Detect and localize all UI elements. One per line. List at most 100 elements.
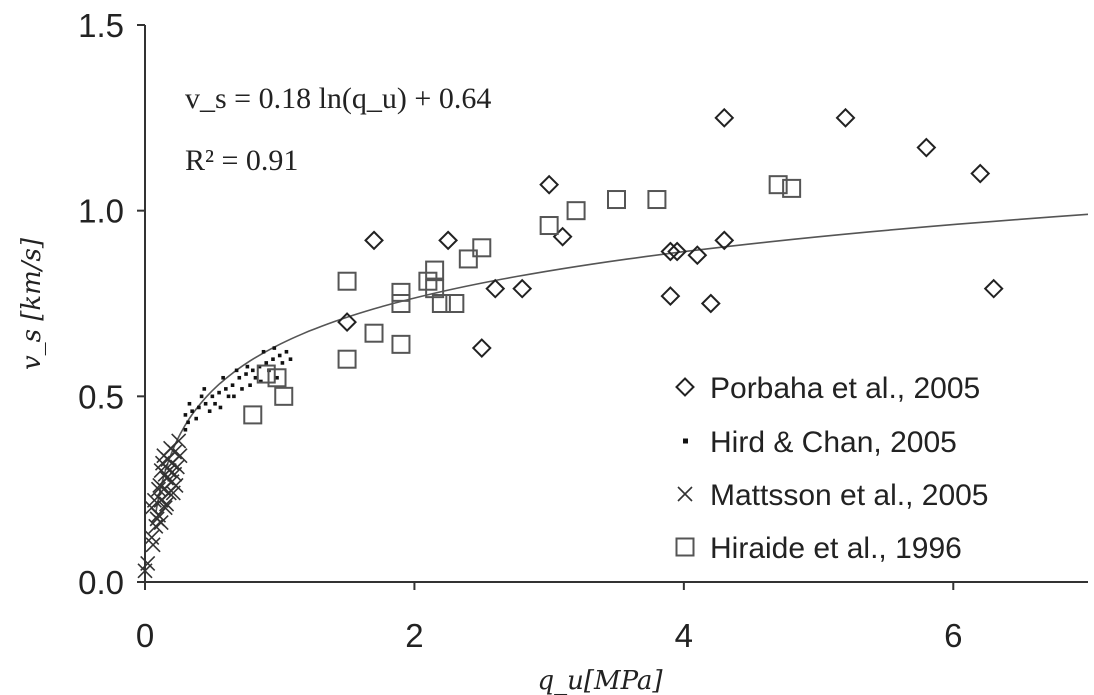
dot-point xyxy=(224,387,228,391)
dot-point xyxy=(245,364,250,369)
fit-line-group xyxy=(155,213,1089,514)
legend: Porbaha et al., 2005 Hird & Chan, 2005 Mat… xyxy=(675,372,989,565)
square-point xyxy=(472,238,492,258)
dot-point xyxy=(237,375,242,380)
square-point xyxy=(566,201,586,221)
legend-label: Hiraide et al., 1996 xyxy=(710,532,962,565)
diamond-point xyxy=(835,107,856,128)
dot-point xyxy=(250,368,255,373)
dot-point xyxy=(257,364,262,369)
diamond-point xyxy=(337,312,357,332)
legend-cross-icon xyxy=(677,486,693,502)
dot-point xyxy=(199,394,204,399)
diamond-point xyxy=(714,107,735,128)
cross-point xyxy=(140,555,156,571)
dot-point xyxy=(226,394,231,399)
diamond-point xyxy=(916,137,937,158)
x-tick-label: 2 xyxy=(405,617,423,654)
cross-point xyxy=(153,515,169,531)
square-point xyxy=(337,271,357,291)
cross-point xyxy=(165,485,181,501)
square-point xyxy=(391,282,411,302)
legend-dot-icon xyxy=(683,438,688,444)
dot-point xyxy=(217,390,221,395)
diamond-point xyxy=(687,245,708,266)
dot-point xyxy=(197,405,201,410)
x-axis-title: q_u[MPa] xyxy=(537,666,663,695)
data-marks xyxy=(137,107,1004,579)
dot-point xyxy=(234,368,239,373)
x-tick-label: 6 xyxy=(944,617,962,654)
legend-diamond-icon xyxy=(675,377,695,397)
dot-point xyxy=(210,394,215,399)
diamond-point xyxy=(700,293,721,314)
dot-point xyxy=(186,420,190,425)
cross-point xyxy=(145,537,161,553)
dot-point xyxy=(259,379,263,384)
legend-label: Hird & Chan, 2005 xyxy=(710,426,957,459)
square-point xyxy=(418,271,438,291)
dot-point xyxy=(244,372,248,376)
y-tick-label: 0.5 xyxy=(78,378,124,415)
ticks: 0 2 4 6 0.0 0.5 1.0 1.5 xyxy=(78,7,962,654)
cross-point xyxy=(157,466,173,482)
diamond-point xyxy=(667,241,688,262)
diamond-point xyxy=(364,230,384,251)
dot-point xyxy=(253,375,258,380)
square-point xyxy=(243,405,263,425)
dot-point xyxy=(277,353,282,358)
diamond-point xyxy=(471,338,492,358)
dot-point xyxy=(202,387,207,391)
square-point xyxy=(267,368,287,388)
diamond-point xyxy=(983,278,1004,299)
cross-point xyxy=(172,448,188,464)
dot-point xyxy=(207,409,212,413)
square-point xyxy=(539,216,559,236)
square-point xyxy=(768,175,788,195)
dot-point xyxy=(271,357,275,361)
dot-point xyxy=(284,349,289,354)
y-tick-label: 1.0 xyxy=(78,193,124,230)
square-point xyxy=(425,279,445,299)
legend-square-icon xyxy=(675,537,695,557)
cross-point xyxy=(156,448,172,464)
cross-point xyxy=(158,496,175,512)
diamond-point xyxy=(660,286,681,306)
dot-point xyxy=(280,361,285,365)
equation-text: v_s = 0.18 ln(q_u) + 0.64 xyxy=(185,82,491,115)
square-point xyxy=(782,178,802,198)
legend-label: Porbaha et al., 2005 xyxy=(710,372,980,405)
fit-line xyxy=(155,213,1089,514)
cross-point xyxy=(146,492,162,508)
axes xyxy=(144,25,1088,583)
dot-point xyxy=(190,409,194,413)
dot-point xyxy=(194,416,198,421)
dot-point xyxy=(232,394,236,399)
cross-point xyxy=(152,477,168,494)
dot-point xyxy=(221,375,225,380)
dot-point xyxy=(240,387,244,391)
dot-point xyxy=(203,401,208,406)
y-axis-title: v_s [km/s] xyxy=(17,237,47,370)
y-tick-label: 0.0 xyxy=(78,564,124,601)
cross-point xyxy=(157,500,173,516)
dot-point xyxy=(187,401,192,406)
square-point xyxy=(274,386,294,406)
dot-point xyxy=(183,427,188,432)
dot-point xyxy=(272,346,277,350)
square-point xyxy=(647,190,667,210)
dot-point xyxy=(275,375,279,380)
r-squared-text: R² = 0.91 xyxy=(185,144,298,177)
equation-annotation: v_s = 0.18 ln(q_u) + 0.64 R² = 0.91 xyxy=(185,82,491,177)
square-point xyxy=(337,349,357,369)
diamond-point xyxy=(438,230,459,251)
dot-point xyxy=(218,405,223,410)
diamond-point xyxy=(485,278,506,299)
diamond-point xyxy=(660,241,681,262)
square-point xyxy=(431,294,451,313)
legend-label: Mattsson et al., 2005 xyxy=(710,479,989,512)
x-tick-label: 0 xyxy=(136,617,154,654)
cross-point xyxy=(150,481,167,497)
square-point xyxy=(445,294,465,313)
diamond-point xyxy=(970,163,991,184)
